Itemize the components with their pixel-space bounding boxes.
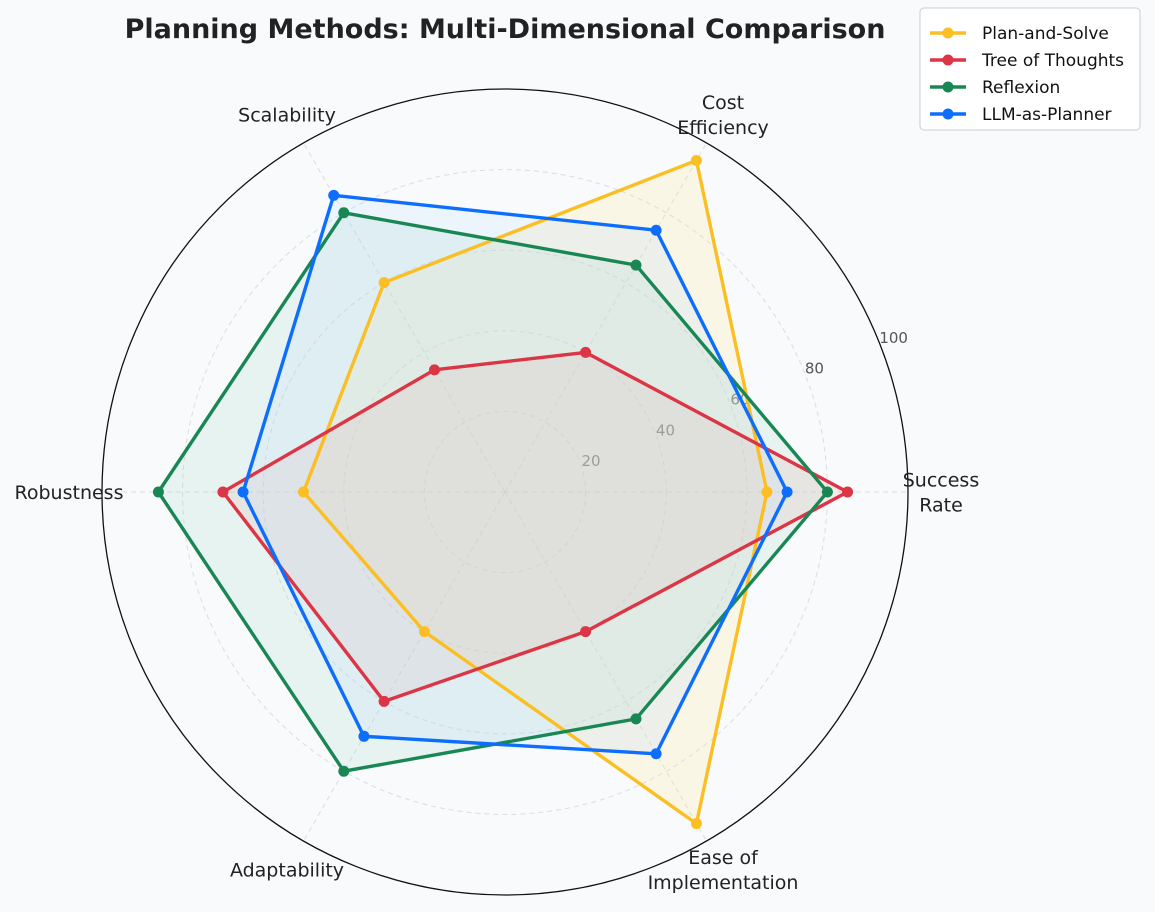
legend-label: Reflexion (982, 78, 1060, 98)
data-point (580, 626, 592, 638)
data-point (217, 486, 229, 498)
data-point (630, 259, 642, 271)
legend-label: LLM-as-Planner (982, 105, 1112, 125)
chart-title: Planning Methods: Multi-Dimensional Comp… (125, 14, 886, 45)
axis-label: Success Rate (903, 470, 979, 517)
axis-label: Adaptability (230, 860, 344, 882)
radial-tick-label: 20 (581, 452, 600, 470)
data-point (580, 346, 592, 358)
grid-circle (343, 330, 667, 654)
data-point (152, 486, 164, 498)
axis-label: Scalability (238, 104, 336, 126)
data-point (418, 626, 430, 638)
data-point (378, 695, 390, 707)
data-point (328, 189, 340, 201)
axis-label: Cost Efficiency (677, 92, 769, 139)
data-point (338, 207, 350, 219)
grid-spoke (504, 142, 707, 493)
axis-label: Ease of Implementation (648, 847, 799, 894)
data-point (690, 154, 702, 166)
legend-marker (942, 108, 954, 120)
radar-series (152, 154, 854, 830)
axis-label: Robustness (15, 482, 124, 504)
data-point (338, 765, 350, 777)
outer-frame (101, 88, 909, 896)
data-point (842, 486, 854, 498)
grid-circle (423, 410, 587, 574)
data-point (821, 486, 833, 498)
grid-circle (262, 249, 748, 735)
grid-spoke (303, 142, 506, 493)
data-point (650, 224, 662, 236)
data-point (630, 713, 642, 725)
radial-tick-label: 100 (879, 329, 908, 347)
legend-marker (942, 54, 954, 66)
legend-marker (942, 27, 954, 39)
data-point (428, 364, 440, 376)
axis-labels: Success Rate Cost Efficiency Scalability Robu… (15, 92, 980, 894)
legend-label: Tree of Thoughts (981, 51, 1124, 71)
series-area (303, 160, 767, 824)
data-point (358, 730, 370, 742)
series-area (243, 195, 788, 754)
legend: Plan-and-Solve Tree of Thoughts Reflexion L… (919, 7, 1141, 131)
data-point (298, 486, 309, 498)
data-point (378, 277, 390, 289)
radial-tick-label: 80 (805, 360, 824, 378)
data-point (237, 486, 249, 498)
legend-label: Plan-and-Solve (982, 24, 1109, 44)
series-area (222, 352, 848, 702)
data-point (690, 818, 702, 830)
radial-tick-label: 40 (656, 421, 675, 439)
data-point (761, 486, 773, 498)
legend-box (919, 7, 1141, 131)
data-point (650, 748, 662, 760)
grid-spoke (504, 491, 707, 842)
data-point (781, 486, 793, 498)
grid-spoke (303, 491, 506, 842)
legend-marker (942, 81, 954, 93)
series-area (158, 212, 828, 772)
